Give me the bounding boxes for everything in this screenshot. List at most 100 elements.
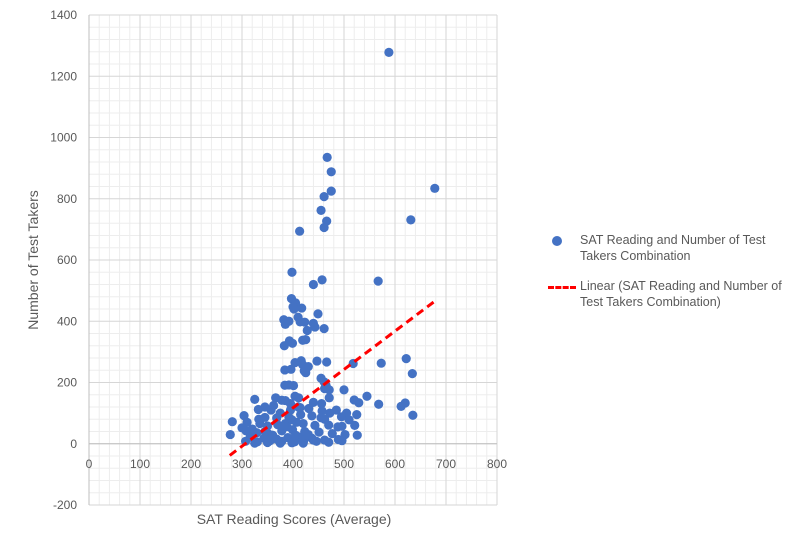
data-point: [286, 364, 296, 374]
legend-label-trendline: Linear (SAT Reading and Number of Test T…: [580, 279, 782, 309]
data-point: [324, 385, 334, 395]
data-point: [430, 183, 440, 193]
data-point: [313, 309, 323, 319]
data-point: [301, 335, 311, 345]
y-tick-label: 400: [57, 314, 77, 328]
data-point: [336, 412, 347, 422]
data-point: [287, 415, 297, 425]
data-point: [298, 418, 308, 429]
data-point: [324, 420, 334, 430]
data-points: [225, 47, 440, 448]
x-tick-label: 200: [181, 457, 201, 471]
data-point: [326, 167, 336, 177]
data-point: [250, 438, 260, 448]
data-point: [302, 325, 312, 336]
data-point: [225, 429, 235, 440]
data-point: [297, 303, 307, 313]
data-point: [254, 414, 264, 424]
data-point: [271, 393, 281, 403]
x-tick-label: 300: [232, 457, 252, 471]
data-point: [408, 410, 418, 420]
data-point: [266, 405, 276, 415]
y-tick-label: 200: [57, 376, 77, 390]
data-point: [253, 404, 263, 415]
legend-entry-trendline: Linear (SAT Reading and Number of Test T…: [548, 278, 798, 310]
data-point: [319, 222, 329, 233]
data-point: [324, 437, 334, 447]
legend-label-scatter: SAT Reading and Number of Test Takers Co…: [580, 233, 766, 263]
x-tick-labels: 0 100 200 300 400 500 600 700 800: [86, 457, 508, 471]
data-point: [287, 438, 297, 448]
y-tick-label: 600: [57, 253, 77, 267]
y-tick-label: 800: [57, 192, 77, 206]
data-point: [307, 411, 317, 421]
data-point: [290, 430, 301, 440]
y-tick-labels: -200 0 200 400 600 800 1000 1200 1400: [50, 8, 77, 512]
data-point: [303, 429, 313, 440]
data-point: [374, 399, 384, 409]
data-point: [407, 369, 417, 379]
data-point: [401, 354, 411, 364]
x-tick-label: 400: [283, 457, 303, 471]
data-point: [319, 324, 329, 334]
x-tick-label: 0: [86, 457, 93, 471]
data-point: [262, 437, 273, 448]
data-point: [316, 413, 326, 423]
data-point: [312, 356, 322, 366]
data-point: [308, 279, 318, 290]
y-axis-title: Number of Test Takers: [25, 190, 41, 330]
data-point: [280, 319, 290, 329]
data-point: [287, 338, 298, 348]
y-tick-label: 1400: [50, 8, 77, 22]
data-point: [279, 341, 289, 351]
x-axis-title: SAT Reading Scores (Average): [197, 511, 392, 527]
data-point: [300, 317, 310, 327]
legend-marker-circle: [548, 232, 580, 250]
legend-marker-dashed-line: [548, 278, 580, 296]
data-point: [294, 393, 304, 403]
x-tick-label: 700: [436, 457, 456, 471]
x-tick-label: 800: [487, 457, 507, 471]
data-point: [310, 322, 320, 332]
data-point: [406, 215, 416, 225]
data-point: [376, 358, 386, 368]
x-tick-label: 100: [130, 457, 150, 471]
linear-trendline: [228, 299, 437, 457]
data-point: [298, 438, 308, 448]
y-tick-label: 0: [70, 437, 77, 451]
x-tick-label: 500: [334, 457, 354, 471]
y-tick-label: 1000: [50, 131, 77, 145]
y-tick-label: -200: [53, 498, 77, 512]
data-point: [296, 410, 306, 420]
chart-legend: SAT Reading and Number of Test Takers Co…: [548, 232, 798, 324]
data-point: [317, 275, 327, 285]
data-point: [327, 429, 337, 439]
data-point: [268, 430, 278, 440]
data-point: [396, 401, 406, 411]
data-point: [337, 421, 347, 431]
y-tick-label: 1200: [50, 69, 77, 83]
data-point: [317, 406, 327, 416]
data-point: [373, 276, 383, 286]
data-point: [344, 415, 354, 425]
data-point: [337, 436, 347, 446]
data-point: [319, 192, 329, 202]
data-point: [295, 226, 305, 236]
data-point: [352, 430, 362, 440]
data-point: [326, 186, 336, 196]
data-point: [289, 304, 299, 314]
data-point: [282, 422, 292, 432]
data-point: [310, 420, 320, 430]
data-point: [316, 205, 326, 215]
data-point: [316, 399, 327, 409]
data-point: [285, 399, 296, 409]
data-point: [384, 47, 394, 57]
data-point: [350, 420, 360, 430]
data-point: [250, 394, 260, 404]
data-point: [325, 408, 335, 418]
data-point: [287, 267, 297, 277]
data-point: [308, 397, 318, 408]
data-point: [301, 368, 311, 378]
data-point: [362, 391, 372, 401]
